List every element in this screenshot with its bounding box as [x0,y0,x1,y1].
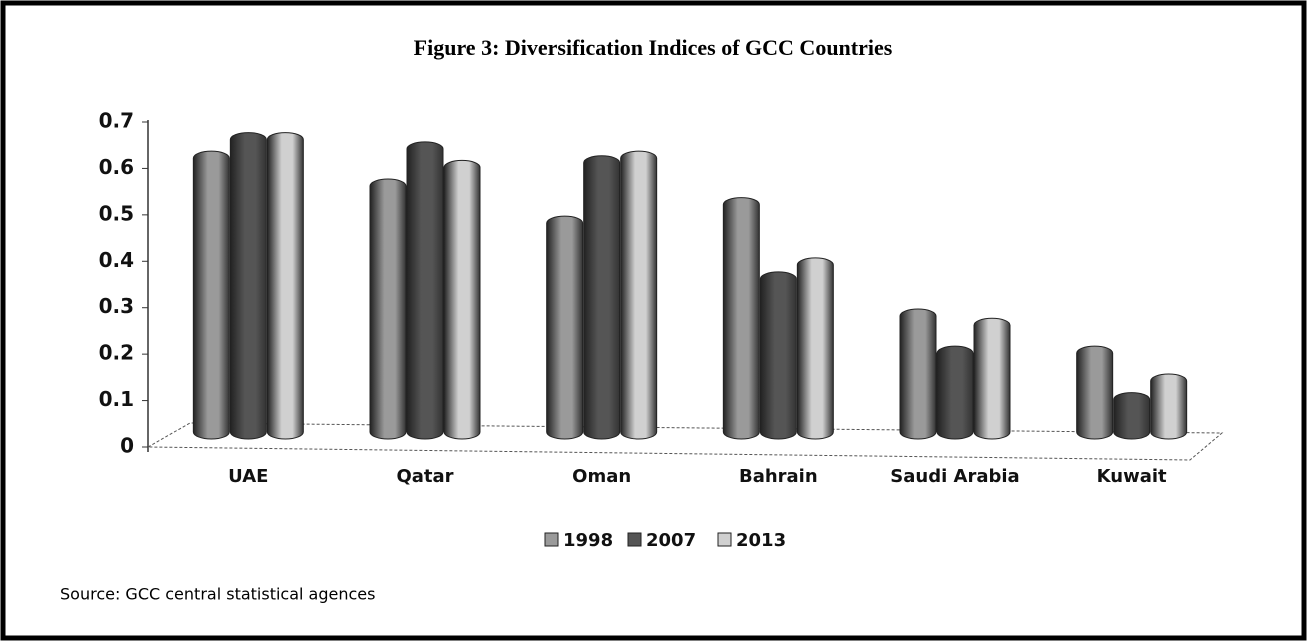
bar [583,155,621,440]
legend-swatch [544,532,559,547]
bar [1113,392,1151,440]
bar [936,345,974,440]
bar [973,317,1011,440]
bar [722,197,760,440]
bar [443,159,481,440]
x-tick-label: Oman [572,466,631,487]
x-tick-label: Saudi Arabia [890,466,1019,487]
bar [796,257,834,440]
y-tick-label: 0.5 [99,201,134,225]
chart-title: Figure 3: Diversification Indices of GCC… [414,35,893,60]
y-tick-label: 0.3 [99,294,134,318]
legend-swatch [627,532,642,547]
x-tick-label: Kuwait [1097,466,1167,487]
bar [266,132,304,440]
y-tick-label: 0.7 [99,109,134,133]
x-tick-label: Qatar [396,466,453,487]
bar [229,132,267,440]
x-tick-label: Bahrain [739,466,818,487]
y-tick-label: 0.4 [99,248,134,272]
y-tick-label: 0 [120,434,134,458]
bar [406,141,444,440]
bar [1076,345,1114,440]
legend-label: 2007 [646,530,696,551]
bar [192,150,230,440]
y-tick-label: 0.6 [99,155,134,179]
legend-label: 2013 [736,530,786,551]
bar [546,215,584,440]
bar [620,150,658,440]
y-tick-label: 0.1 [99,387,134,411]
legend-swatch [717,532,732,547]
x-tick-label: UAE [228,466,268,487]
legend-label: 1998 [563,530,613,551]
bar [1150,373,1188,440]
floor [146,422,1224,461]
bar [369,178,407,440]
bar [759,271,797,440]
y-tick-label: 0.2 [99,341,134,365]
bar [899,308,937,440]
source-note: Source: GCC central statistical agences [60,585,375,604]
